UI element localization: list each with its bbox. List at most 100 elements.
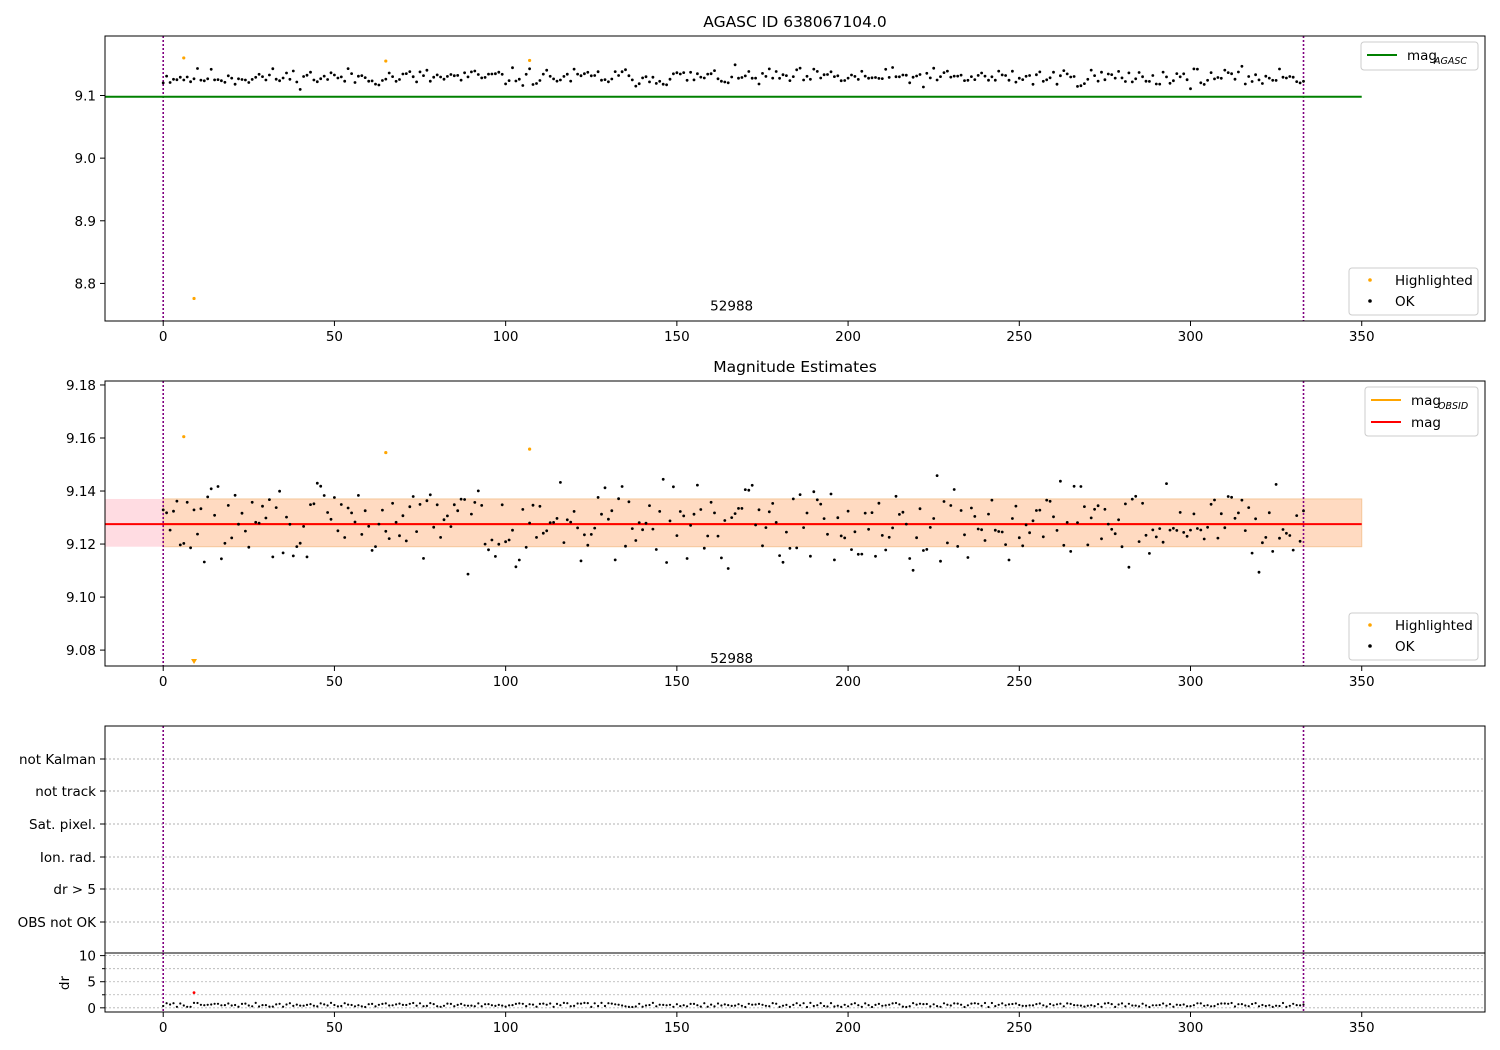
ok-point [620,485,624,488]
ok-point [737,507,740,510]
ok-point [1137,71,1141,74]
dr-point [237,1005,240,1008]
dr-point [833,1005,836,1008]
ok-point [880,77,884,80]
ok-point [617,74,620,77]
dr-point [614,1003,617,1006]
ok-point [1243,529,1247,532]
ok-point [206,77,210,81]
ok-point [274,506,278,509]
ok-point [315,80,319,84]
dr-point [888,1003,891,1006]
dr-point [1021,1004,1024,1008]
ok-point [737,76,740,80]
ok-point [1041,535,1045,539]
dr-point [1031,1004,1035,1007]
ok-point [538,504,542,508]
ok-point [1213,77,1216,81]
ok-point [1038,508,1042,512]
ok-point [870,76,874,80]
ok-point [850,548,853,551]
dr-point [730,1004,733,1008]
ok-point [511,66,514,70]
x-tick-label: 200 [835,674,861,690]
ok-point [446,75,449,78]
ok-point [829,492,833,496]
ok-point [939,559,942,563]
y-tick-label: 9.16 [66,431,96,447]
ok-point [993,78,997,82]
ok-point [785,530,788,534]
ok-point [398,78,401,81]
legend-label-subscript: AGASC [1433,56,1467,67]
ok-point [398,534,401,538]
dr-point [425,1004,428,1008]
dr-point [953,1002,956,1005]
ok-point [891,526,894,530]
dr-point [1247,1005,1250,1008]
obsid-annotation: 52988 [710,651,753,667]
dr-point [908,1005,911,1008]
dr-point [840,1005,843,1009]
ok-point [1100,70,1103,74]
ok-point [507,538,511,542]
dr-point [857,1004,860,1007]
ok-point [360,74,364,77]
dr-point [545,1003,548,1006]
ok-point [1175,72,1179,75]
ok-point [247,81,251,84]
ok-point [1237,70,1240,74]
dr-point [1138,1005,1141,1008]
dr-point [312,1004,315,1007]
dr-point [528,1003,531,1006]
y-tick-label: 9.18 [66,378,96,394]
ok-point [651,527,655,531]
ok-point [696,72,699,76]
dr-point [583,1001,586,1005]
ok-point [172,509,175,513]
dr-point [508,1004,511,1007]
ok-point [1161,70,1165,74]
dr-point [1199,1002,1202,1005]
ok-point [343,536,347,539]
dr-point [271,1005,274,1008]
ok-point [1298,81,1302,85]
dr-point [874,1003,877,1007]
ok-point [1035,509,1038,512]
ok-point [654,548,658,551]
ok-point [1148,552,1151,555]
dr-point [850,1003,853,1006]
ok-point [524,545,528,549]
dr-point [1028,1004,1031,1007]
ok-point [1175,529,1179,532]
dr-point [439,1005,442,1008]
ok-point [1065,72,1069,76]
ok-point [172,77,175,81]
dr-point [466,1004,470,1007]
ok-point [911,568,915,572]
dr-point [1223,1002,1226,1005]
ok-point [374,545,377,548]
ok-point [473,501,477,504]
dr-point [761,1003,764,1006]
dr-point [511,1004,514,1007]
ok-point [880,534,884,537]
dr-point [675,1003,679,1006]
ok-point [168,81,172,84]
ok-point [630,78,634,82]
ok-point [1182,531,1186,534]
ok-point [1093,507,1096,511]
dr-point [353,1005,357,1008]
ok-point [887,76,891,79]
ok-point [1254,73,1257,77]
ok-point [1264,74,1268,78]
ok-point [1079,84,1083,88]
dr-point [1278,1004,1281,1008]
dr-point [405,1003,408,1007]
dr-point [309,1003,312,1006]
ok-point [466,75,470,79]
legend-point-marker [1368,644,1372,648]
x-tick-label: 100 [493,329,519,345]
ok-point [1093,74,1096,77]
ok-point [1021,544,1025,548]
